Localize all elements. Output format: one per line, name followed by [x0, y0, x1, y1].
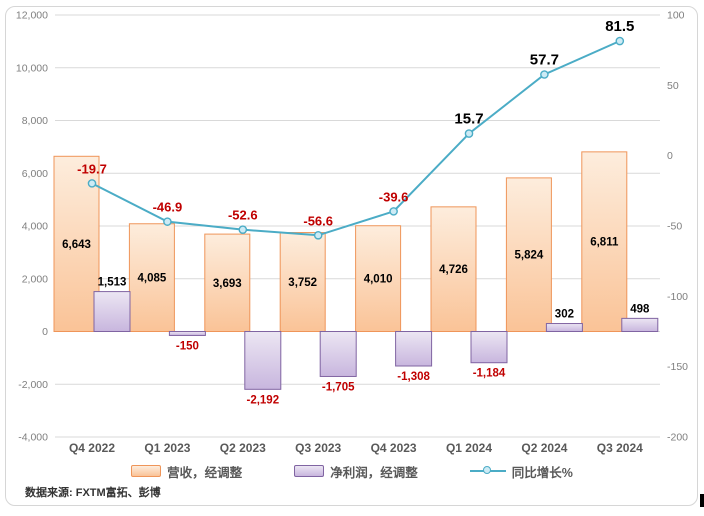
profit-bar-label: 302 [555, 309, 574, 321]
left-axis-tick-label: 12,000 [16, 10, 48, 22]
revenue-bar-label: 6,811 [590, 237, 619, 249]
left-axis-tick-label: 0 [42, 326, 48, 338]
category-label: Q3 2024 [597, 441, 643, 455]
revenue-bar [430, 206, 477, 332]
left-axis-tick-label: 10,000 [16, 62, 48, 74]
cursor-artifact [700, 494, 704, 507]
profit-bar [168, 331, 206, 336]
legend-label-growth: 同比增长% [511, 465, 573, 480]
growth-line [91, 40, 621, 237]
left-axis-tick-label: 6,000 [22, 168, 48, 180]
revenue-swatch-icon [131, 465, 162, 477]
profit-bar [395, 331, 433, 367]
growth-point-label: 57.7 [530, 52, 559, 69]
category-label: Q4 2022 [69, 441, 115, 455]
left-axis-tick-label: 8,000 [22, 115, 48, 127]
growth-point-label: -39.6 [379, 189, 409, 204]
profit-bar-label: -150 [176, 340, 199, 352]
right-axis-tick-label: -50 [667, 221, 682, 233]
growth-marker [238, 225, 248, 234]
right-axis-tick-label: -200 [667, 432, 688, 444]
left-axis-tick-label: -4,000 [18, 432, 48, 444]
profit-bar [244, 331, 282, 390]
revenue-bar [279, 232, 326, 332]
profit-bar-label: -2,192 [246, 394, 279, 406]
profit-bar-label: -1,184 [473, 368, 506, 380]
revenue-bar-label: 4,010 [364, 274, 393, 286]
category-label: Q2 2024 [521, 441, 567, 455]
right-axis-tick-label: 0 [667, 150, 673, 162]
revenue-bar [581, 151, 628, 332]
profit-bar-label: -1,308 [397, 371, 430, 383]
profit-bar [470, 331, 508, 364]
growth-marker [163, 217, 172, 226]
left-axis-tick-label: 2,000 [22, 273, 48, 285]
growth-point-label: -52.6 [228, 208, 258, 223]
revenue-bar-label: 4,726 [439, 264, 468, 276]
profit-bar-label: 1,513 [98, 277, 127, 289]
left-axis-tick-label: -2,000 [18, 379, 48, 391]
profit-bar [621, 317, 659, 333]
growth-marker [540, 70, 549, 79]
growth-marker [87, 179, 97, 188]
growth-point-label: 81.5 [605, 18, 634, 35]
revenue-bar [505, 177, 552, 332]
growth-point-label: 15.7 [454, 111, 483, 128]
left-axis-tick-label: 4,000 [22, 221, 48, 233]
revenue-bar-label: 4,085 [138, 273, 167, 285]
legend-item-revenue: 营收，经调整 [131, 462, 242, 481]
legend-label-revenue: 营收，经调整 [167, 465, 243, 480]
revenue-bar-label: 3,693 [213, 278, 242, 290]
growth-marker [615, 36, 625, 46]
growth-line-marker-icon [469, 465, 506, 477]
revenue-bar [128, 223, 175, 332]
revenue-bar-label: 6,643 [62, 239, 91, 251]
growth-marker [389, 207, 398, 216]
source-note: 数据来源: FXTM富拓、彭博 [25, 487, 161, 499]
legend-item-growth: 同比增长% [469, 462, 573, 481]
category-label: Q1 2024 [446, 441, 492, 455]
growth-point-label: -56.6 [303, 213, 333, 228]
profit-bar [93, 291, 131, 333]
legend-label-profit: 净利润，经调整 [330, 465, 418, 480]
revenue-bar-label: 3,752 [288, 277, 317, 289]
chart-legend: 营收，经调整 净利润，经调整 同比增长% [0, 460, 704, 482]
revenue-bar [355, 225, 402, 332]
right-axis-tick-label: -100 [667, 291, 688, 303]
profit-bar-label: -1,705 [322, 381, 355, 393]
profit-swatch-icon [294, 465, 325, 477]
category-label: Q4 2023 [371, 441, 417, 455]
revenue-bar-label: 5,824 [515, 250, 544, 262]
profit-bar [319, 331, 357, 377]
profit-bar-label: 498 [630, 303, 650, 315]
category-label: Q1 2023 [144, 441, 190, 455]
right-axis-tick-label: 100 [667, 10, 685, 22]
growth-marker [464, 129, 474, 138]
right-axis-tick-label: -150 [667, 361, 688, 373]
category-label: Q3 2023 [295, 441, 341, 455]
profit-bar [545, 323, 583, 333]
growth-point-label: -19.7 [77, 161, 107, 176]
category-label: Q2 2023 [220, 441, 266, 455]
growth-point-label: -46.9 [153, 200, 183, 215]
right-axis-tick-label: 50 [667, 80, 679, 92]
revenue-bar [204, 233, 251, 332]
legend-item-profit: 净利润，经调整 [294, 462, 418, 481]
growth-marker [313, 230, 323, 240]
